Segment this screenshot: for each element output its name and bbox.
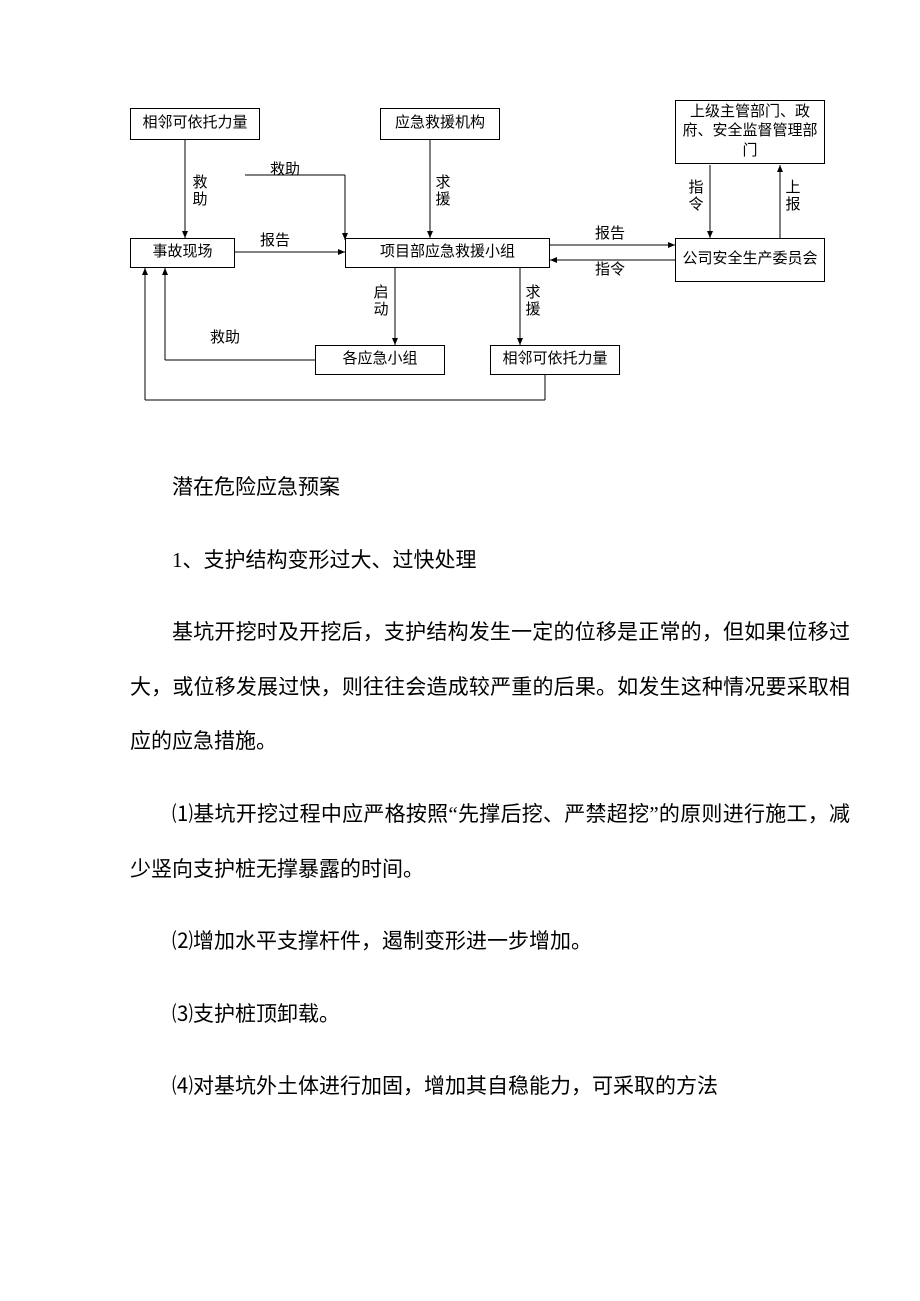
node-neighbor-top: 相邻可依托力量: [130, 108, 260, 140]
label-rescue-top: 救助: [270, 162, 300, 179]
para-1: 1、支护结构变形过大、过快处理: [130, 533, 850, 588]
para-3: ⑴基坑开挖过程中应严格按照“先撑后挖、严禁超挖”的原则进行施工，减少竖向支护桩无…: [130, 787, 850, 896]
flowchart: 相邻可依托力量 应急救援机构 上级主管部门、政府、安全监督管理部门 事故现场 项…: [130, 100, 890, 410]
node-rescue-org: 应急救援机构: [380, 108, 500, 140]
node-neighbor-bot: 相邻可依托力量: [490, 345, 620, 375]
para-5: ⑶支护桩顶卸载。: [130, 987, 850, 1042]
label-baogao1: 报告: [260, 233, 290, 250]
heading: 潜在危险应急预案: [130, 460, 850, 515]
label-qiuyuan1: 求援: [435, 175, 451, 210]
node-superior: 上级主管部门、政府、安全监督管理部门: [675, 100, 825, 164]
label-qidong: 启动: [373, 285, 389, 320]
node-groups: 各应急小组: [315, 345, 445, 375]
para-6: ⑷对基坑外土体进行加固，增加其自稳能力，可采取的方法: [130, 1059, 850, 1114]
node-committee: 公司安全生产委员会: [675, 238, 825, 282]
label-baogao2: 报告: [595, 226, 625, 243]
label-zhiling2: 指令: [595, 262, 625, 279]
para-4: ⑵增加水平支撑杆件，遏制变形进一步增加。: [130, 914, 850, 969]
label-rescue-v1: 救助: [192, 175, 208, 210]
node-scene: 事故现场: [130, 238, 235, 268]
document-body: 潜在危险应急预案 1、支护结构变形过大、过快处理 基坑开挖时及开挖后，支护结构发…: [130, 460, 850, 1114]
label-rescue-bot: 救助: [210, 330, 240, 347]
label-shangbao: 上报: [785, 180, 801, 215]
node-project: 项目部应急救援小组: [345, 238, 550, 268]
label-zhiling1: 指令: [688, 180, 704, 215]
label-qiuyuan2: 求援: [525, 285, 541, 320]
para-2: 基坑开挖时及开挖后，支护结构发生一定的位移是正常的，但如果位移过大，或位移发展过…: [130, 605, 850, 769]
